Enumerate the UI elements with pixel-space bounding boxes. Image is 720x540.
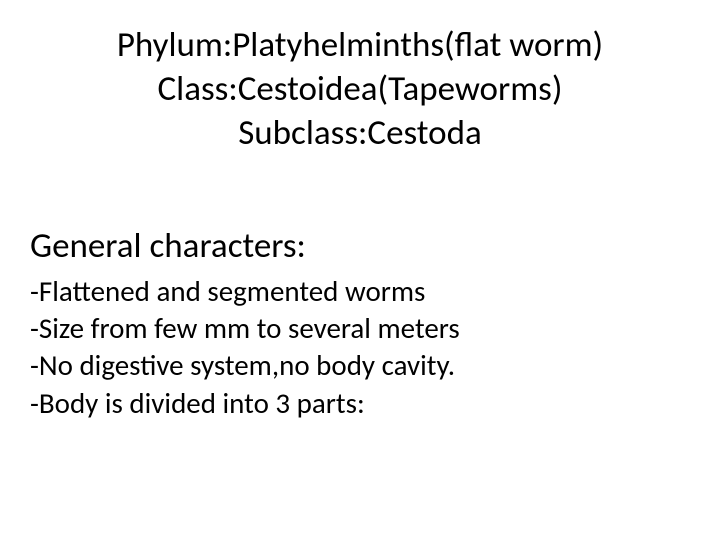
list-item: -Flattened and segmented worms [30, 273, 690, 310]
list-item: -Body is divided into 3 parts: [30, 385, 690, 422]
subheading: General characters: [30, 225, 690, 267]
title-line-2: Class:Cestoidea(Tapeworms) [30, 68, 690, 112]
list-item: -No digestive system,no body cavity. [30, 347, 690, 384]
title-line-3: Subclass:Cestoda [30, 112, 690, 156]
title-line-1: Phylum:Platyhelminths(flat worm) [30, 24, 690, 68]
list-item: -Size from few mm to several meters [30, 310, 690, 347]
body-list: -Flattened and segmented worms -Size fro… [30, 273, 690, 421]
title-block: Phylum:Platyhelminths(flat worm) Class:C… [30, 24, 690, 155]
